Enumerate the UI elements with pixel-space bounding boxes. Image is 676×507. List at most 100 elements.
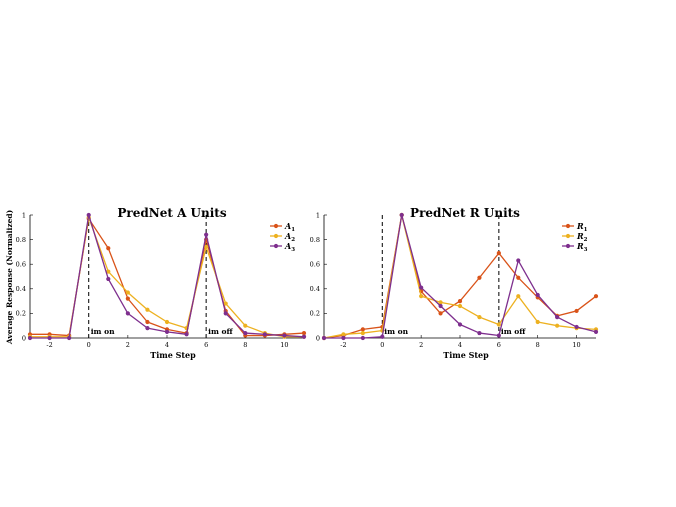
data-point-A2 [223,301,228,306]
legend-swatch-marker [273,223,279,229]
data-point-R3 [341,335,346,341]
y-tick-label: 0.6 [310,261,320,269]
legend-swatch-marker [273,233,279,239]
data-point-R2 [516,294,521,299]
data-point-A3 [145,326,150,331]
x-tick-label: 6 [497,341,501,349]
legend-swatch-marker [565,243,571,249]
data-point-R2 [438,300,443,305]
data-point-R3 [360,335,365,341]
data-point-A3 [67,335,72,341]
x-tick-label: 0 [87,341,91,349]
series-line-A1 [30,218,305,337]
x-tick-label: 10 [572,341,580,349]
y-tick-label: 0.4 [310,285,320,293]
data-point-A2 [106,269,111,274]
y-tick-label: 0.6 [16,261,26,269]
data-point-R2 [477,314,482,320]
data-point-A3 [125,311,130,316]
y-tick-label: 1 [316,211,320,219]
data-point-R2 [360,330,365,336]
legend-label: A1 [284,221,295,233]
data-point-R3 [419,285,424,290]
data-point-A3 [184,332,189,337]
data-point-R1 [360,327,365,332]
data-point-A3 [204,232,209,237]
legend-label: A2 [284,231,295,243]
chart-panel-1: 0 0.2 0.4 0.6 0.8 1 -2 0 2 4 6 8 10 PredNet A Units Ti… [16,206,307,360]
data-point-A2 [243,323,248,328]
data-point-A2 [145,307,150,312]
data-point-A1 [106,246,111,251]
x-tick-label: 4 [165,341,169,349]
x-tick-label: 2 [126,341,130,349]
x-tick-label: -2 [46,341,52,349]
y-tick-label: 0 [22,334,26,342]
data-point-R3 [535,292,540,298]
data-point-A1 [125,296,130,301]
data-point-A3 [262,332,267,337]
data-point-A3 [106,276,111,282]
data-point-R3 [496,333,501,338]
x-tick-label: 10 [280,341,288,349]
data-point-A3 [223,311,228,316]
data-point-R2 [555,323,560,328]
chart-title: PredNet A Units [117,206,226,220]
x-tick-label: 4 [458,341,462,349]
data-point-R2 [341,332,346,337]
event-annotation: im on [384,327,408,336]
data-point-R3 [321,335,327,341]
event-annotation: im off [501,327,526,336]
data-point-A3 [164,329,170,334]
data-point-R3 [516,258,521,263]
chart-panel-2: 0 0.2 0.4 0.6 0.8 1 -2 0 2 4 6 8 10 PredNet R Units Ti… [310,206,599,360]
series-line-R2 [323,214,597,339]
data-point-R2 [535,319,540,325]
data-point-A3 [243,330,248,336]
y-tick-label: 0 [316,334,320,342]
x-tick-label: 2 [419,341,423,349]
y-tick-label: 0.8 [310,236,320,244]
data-point-R3 [438,303,443,309]
data-point-R3 [555,314,560,320]
data-point-R3 [380,334,385,339]
y-tick-label: 0.4 [16,285,26,293]
data-point-R3 [593,329,599,334]
data-point-R1 [457,299,463,304]
y-tick-label: 0.2 [310,310,320,318]
series-line-A3 [30,214,305,339]
data-point-A3 [301,334,307,339]
data-point-A3 [47,335,52,341]
legend-label: R3 [576,241,588,253]
data-point-A3 [27,335,33,341]
x-tick-label: 8 [243,341,247,349]
event-annotation: im off [208,327,233,336]
data-point-A3 [86,212,91,218]
data-point-A3 [282,333,287,338]
x-axis-label: Time Step [150,350,196,360]
data-point-A2 [125,290,130,295]
legend-label: R1 [576,221,588,233]
chart-title: PredNet R Units [410,206,520,220]
y-tick-label: 1 [22,211,26,219]
data-point-R1 [496,251,501,256]
data-point-R1 [516,275,521,280]
data-point-R1 [477,275,482,280]
data-point-R3 [574,324,579,330]
data-point-R3 [399,212,404,218]
data-point-R3 [457,322,463,327]
data-point-A1 [145,319,150,325]
x-tick-label: 8 [536,341,540,349]
data-point-R2 [419,294,424,299]
x-axis-label: Time Step [443,350,489,360]
legend-swatch-marker [273,243,279,249]
data-point-R1 [438,311,443,316]
event-annotation: im on [91,327,115,336]
series-line-R3 [324,214,597,339]
data-point-R1 [574,308,579,314]
data-point-R1 [593,294,599,299]
data-point-A2 [164,319,170,325]
